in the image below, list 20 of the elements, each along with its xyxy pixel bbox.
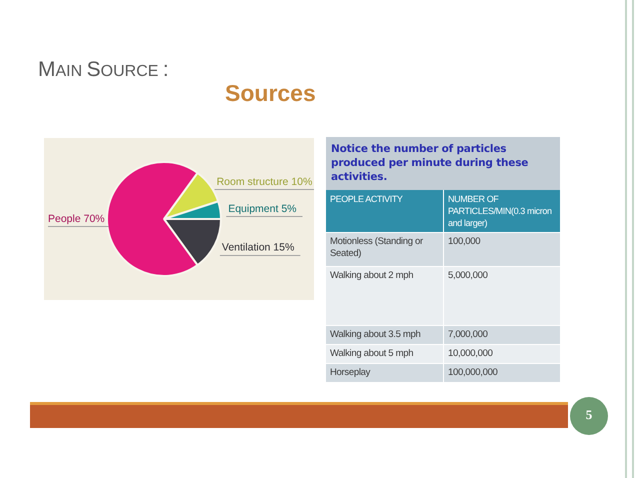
slice-label: Room structure 10% [216,176,312,188]
text: Notice the number of particles produced per minute during these activities. [326,137,560,190]
category-label: Walking about 3.5 mph [329,328,422,342]
category-label: Walking about 5 mph [329,347,414,361]
slice-label: People 70% [48,213,105,225]
data-label: 10,000,000 [443,345,560,363]
data-label: 100,000,000 [443,364,560,382]
category-label: Horseplay [329,366,372,380]
text: PEOPLE ACTIVITY [329,193,404,206]
chart-subtitle: Sources [225,80,316,107]
data-label: 7,000,000 [443,326,560,344]
data-label: 100,000 [443,233,560,266]
text: 5 [584,407,594,423]
data-label: 5,000,000 [443,267,560,325]
text: NUMBER OF PARTICLES/MIN(0.3 micron and larger) [443,190,560,232]
slice-label: Equipment 5% [228,203,296,216]
category-label: Motionless (Standing or Seated) [329,235,424,261]
chart-title: MAIN SOURCE : [38,58,169,81]
slice-label: Ventilation 15% [222,242,294,254]
category-label: Walking about 2 mph [329,269,414,283]
